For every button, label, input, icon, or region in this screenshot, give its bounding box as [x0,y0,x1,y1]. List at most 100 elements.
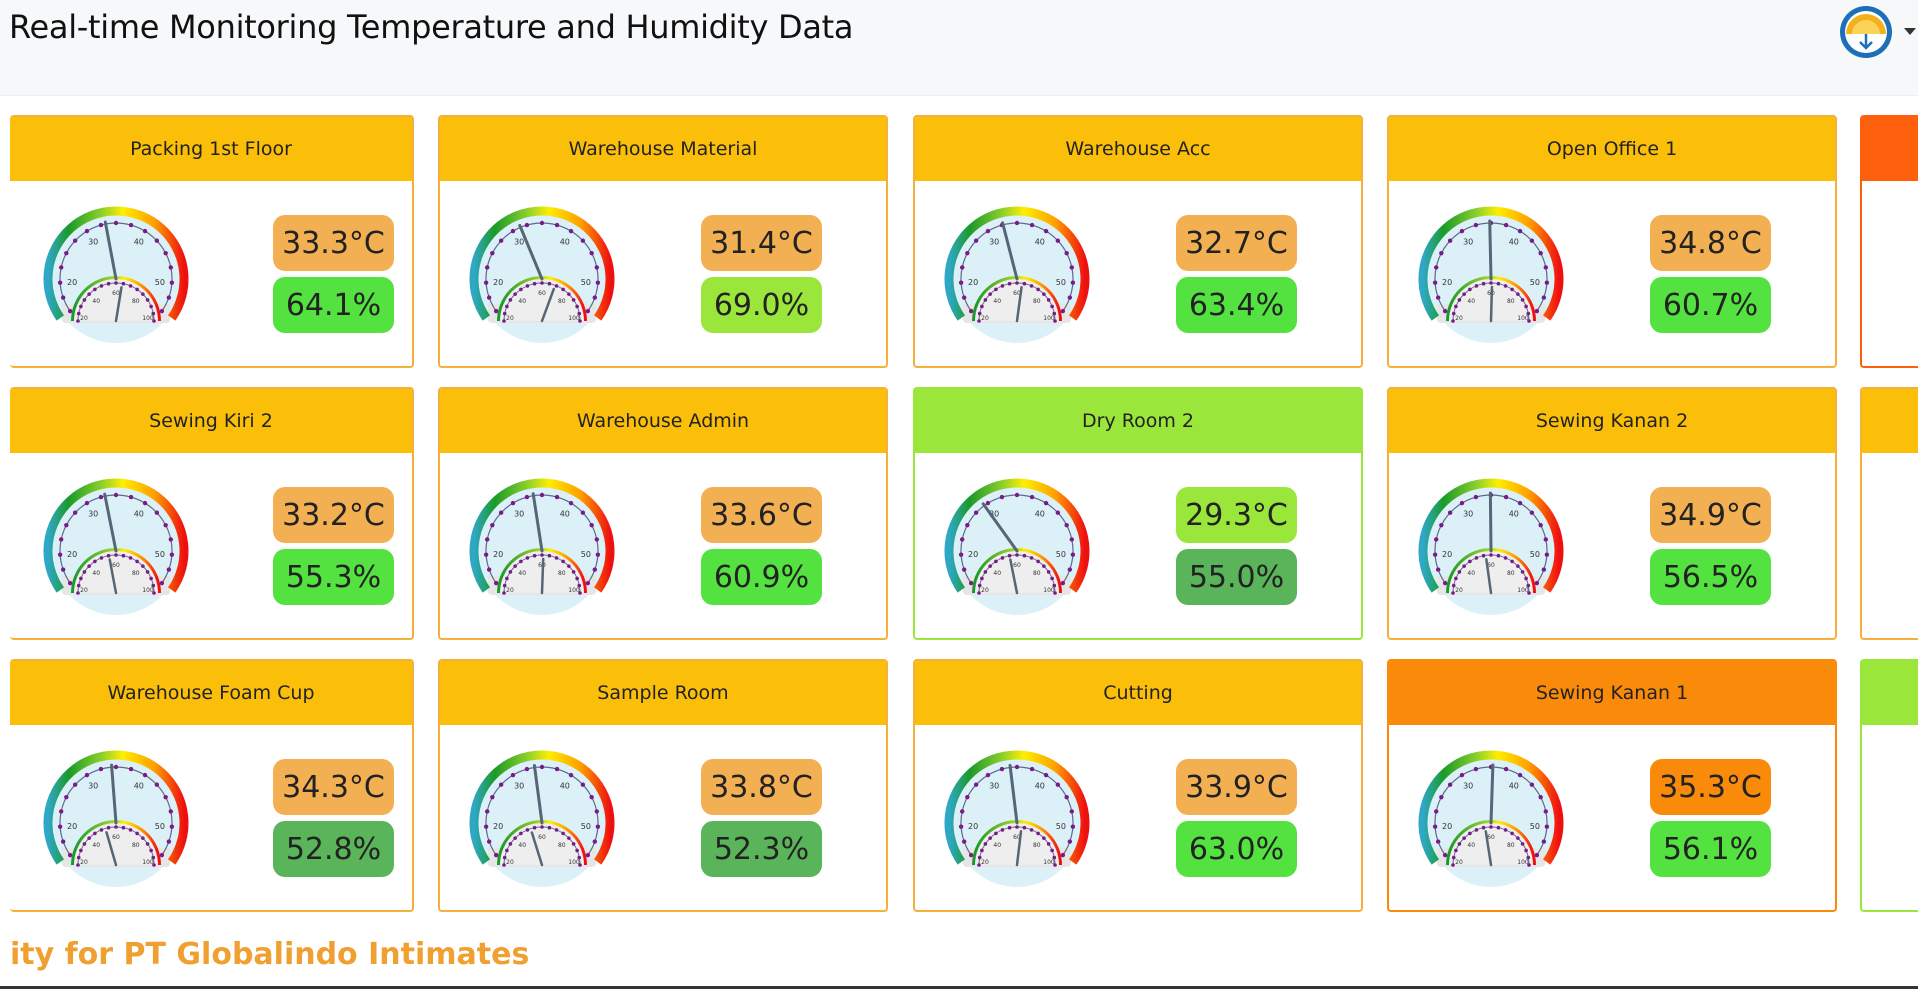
temperature-tick [1064,794,1069,800]
sensor-card[interactable] [1860,387,1918,640]
humidity-tick [1046,842,1051,846]
humidity-tick [82,842,87,846]
humidity-tick [1457,298,1462,302]
humidity-scale-label: 80 [132,570,140,577]
temperature-tick [483,824,489,829]
humidity-tick [519,831,523,836]
humidity-tick [1481,281,1486,286]
sensor-card[interactable]: Packing 1st Floor 20 30 40 50 40 60 80 20 100 33.… [10,115,414,368]
humidity-tick [1474,828,1479,832]
temperature-tick [163,522,168,528]
temperature-readout: 32.7°C [1176,215,1297,271]
humidity-tick [1046,298,1051,302]
temperature-tick [485,809,490,814]
humidity-tick [1520,298,1525,302]
humidity-tick [1029,828,1034,832]
temperature-tick [985,228,991,234]
sensor-card[interactable]: Warehouse Material 20 30 40 50 40 60 80 20 100 31… [438,115,888,368]
humidity-tick [114,281,118,285]
humidity-tick [994,559,998,564]
humidity-scale-label: 60 [1487,834,1495,841]
temperature-tick [1541,295,1547,300]
temperature-needle [110,763,118,825]
temperature-tick [486,839,492,844]
humidity-tick [1503,284,1508,288]
temperature-scale-arc [1418,750,1564,865]
temperature-tick [1529,782,1535,787]
temperature-tick [1070,824,1076,829]
humidity-scale-label: 40 [1467,570,1475,577]
user-menu-toggle[interactable] [1838,4,1918,60]
humidity-tick [1007,281,1012,286]
humidity-tick [577,855,582,860]
humidity-tick [99,284,104,288]
temperature-humidity-gauge: 20 30 40 50 40 60 80 20 100 [469,750,615,887]
humidity-tick [1007,825,1012,830]
sensor-card[interactable]: Sewing Kanan 1 20 30 40 50 40 60 80 20 100 35.3°C… [1387,659,1837,912]
temperature-tick [999,494,1005,500]
sensor-card-title [1862,661,1918,725]
temperature-tick [585,852,591,858]
humidity-tick [1526,583,1531,588]
humidity-tick [1015,825,1019,829]
humidity-tick [121,825,126,830]
humidity-tick [1510,287,1514,292]
humidity-tick [151,855,156,860]
humidity-tick [519,287,523,292]
temperature-tick [1459,500,1465,506]
temperature-scale-label: 40 [1035,781,1045,790]
humidity-needle [530,831,544,867]
temperature-scale-arc [1418,206,1564,321]
temperature-tick [595,280,601,285]
humidity-scale-label: 80 [558,570,566,577]
temperature-scale-arc [469,206,615,321]
temperature-tick [159,580,165,586]
sensor-card[interactable]: Warehouse Acc 20 30 40 50 40 60 80 20 100 32.7°C 6… [913,115,1363,368]
humidity-tick [121,281,126,286]
temperature-scale-label: 50 [1530,278,1540,287]
sensor-card[interactable]: Sewing Kanan 2 20 30 40 50 40 60 80 20 100 34.9°C… [1387,387,1837,640]
sensor-card[interactable] [1860,115,1918,368]
sensor-card[interactable]: Sample Room 20 30 40 50 40 60 80 20 100 33.8°C 52.… [438,659,888,912]
temperature-tick [958,552,964,557]
humidity-tick [1462,836,1466,840]
humidity-tick [567,292,571,296]
humidity-tick [505,304,509,309]
temperature-needle [103,220,118,281]
sensor-card[interactable]: Warehouse Foam Cup 20 30 40 50 40 60 80 20 100 34… [10,659,414,912]
temperature-scale-label: 40 [134,509,144,518]
temperature-tick [985,772,991,778]
temperature-tick [113,220,119,226]
sensor-card[interactable]: Sewing Kiri 2 20 30 40 50 40 60 80 20 100 33.2°C 5… [10,387,414,640]
temperature-scale-arc [43,478,189,593]
temperature-tick [159,308,165,314]
humidity-tick [1053,319,1057,323]
sensor-card[interactable]: Warehouse Admin 203040504060802010033.6°… [438,387,888,640]
sensor-card[interactable] [1860,659,1918,912]
sensor-card[interactable]: Dry Room 2 20 30 40 50 40 60 80 20 100 29.3°C 55.0… [913,387,1363,640]
temperature-tick [159,852,165,858]
humidity-tick [532,281,537,286]
humidity-scale-label: 40 [518,570,526,577]
humidity-tick [1000,556,1005,560]
temperature-needle [981,502,1019,553]
humidity-min-label: 20 [506,859,514,866]
sensor-card[interactable]: Open Office 1 203040504060802010034.8°C6… [1387,115,1837,368]
temperature-readout: 34.9°C [1650,487,1771,543]
temperature-tick [163,794,168,800]
temperature-tick [57,552,63,557]
temperature-tick [1447,510,1453,515]
temperature-tick [142,772,148,778]
temperature-needle [1488,491,1493,553]
humidity-tick [577,311,582,316]
temperature-tick [113,764,119,770]
humidity-tick [135,287,139,292]
temperature-tick [524,766,530,772]
humidity-tick [983,842,988,846]
humidity-scale-label: 80 [1033,298,1041,305]
humidity-max-label: 100 [1043,859,1055,866]
sensor-card[interactable]: Cutting 20 30 40 50 40 60 80 20 100 33.9°C 63.0% [913,659,1363,912]
humidity-tick [508,570,513,574]
temperature-tick [142,500,148,506]
humidity-max-label: 100 [142,315,154,322]
